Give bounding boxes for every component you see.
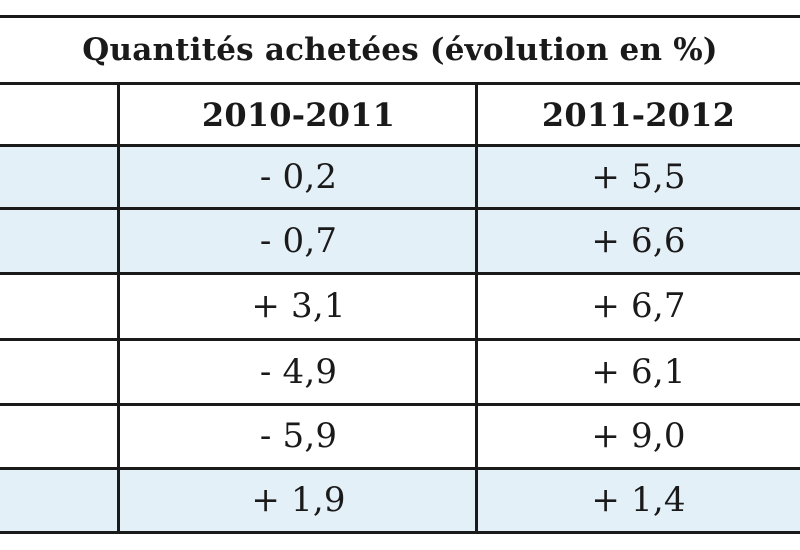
table-rule [0,82,800,85]
row-shade-6 [0,468,800,532]
table-cell: + 6,6 [591,220,686,261]
table-title: Quantités achetées (évolution en %) [82,32,718,68]
table-cell: + 1,9 [251,480,346,520]
row-shade-1 [0,146,800,208]
table-rule [0,144,800,147]
table-rule [0,272,800,275]
table-cell: - 4,9 [259,351,338,392]
column-header-2010-2011: 2010-2011 [201,95,396,134]
table-cell: + 9,0 [591,416,686,456]
table-cell: + 6,1 [591,351,686,392]
table-cell: + 6,7 [591,286,686,326]
table-rule [0,467,800,470]
table-cell: - 0,7 [259,220,338,261]
table-cell: + 5,5 [591,157,686,197]
column-header-2011-2012: 2011-2012 [541,95,736,134]
table-rule [0,15,800,18]
row-shade-2 [0,208,800,273]
table-cell: - 0,2 [259,157,338,197]
table-rule [0,207,800,210]
table-rule [0,531,800,534]
table-cell: + 3,1 [251,286,346,326]
table-rule [475,82,478,534]
table-rule [0,338,800,341]
table-rule [0,403,800,406]
table-cell: + 1,4 [591,480,686,520]
table-rule [117,82,120,534]
table-cell: - 5,9 [259,416,338,456]
